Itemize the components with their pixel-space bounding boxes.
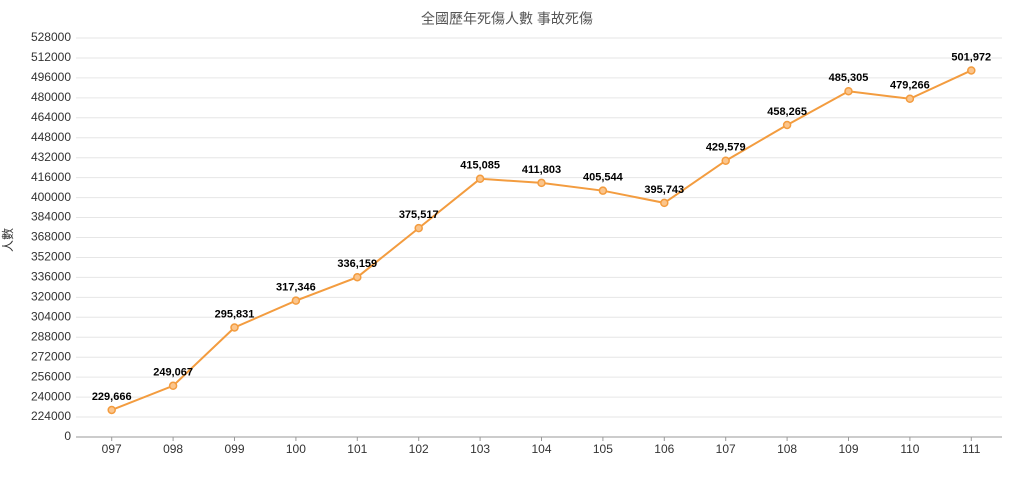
data-point bbox=[598, 186, 608, 195]
y-axis-label: 人數 bbox=[1, 228, 15, 252]
y-tick-label: 464000 bbox=[31, 110, 71, 124]
y-tick-label: 256000 bbox=[31, 369, 71, 383]
data-point bbox=[475, 174, 485, 184]
data-label: 501,972 bbox=[951, 51, 991, 63]
y-tick-label: 352000 bbox=[31, 250, 71, 264]
y-tick-label: 320000 bbox=[31, 290, 71, 304]
y-tick-label: 288000 bbox=[31, 329, 71, 343]
y-tick-label: 416000 bbox=[31, 170, 71, 184]
data-point bbox=[353, 272, 362, 282]
data-label: 485,305 bbox=[829, 72, 869, 84]
x-tick-label: 098 bbox=[163, 442, 183, 456]
data-point bbox=[291, 296, 301, 305]
data-point bbox=[414, 223, 423, 233]
data-label: 295,831 bbox=[215, 308, 255, 320]
data-point bbox=[967, 66, 976, 75]
y-tick-label: 512000 bbox=[31, 50, 71, 64]
data-point bbox=[168, 381, 178, 391]
y-tick-label: 0 bbox=[64, 429, 71, 443]
data-label: 405,544 bbox=[583, 172, 624, 184]
data-point bbox=[782, 120, 792, 130]
x-tick-label: 106 bbox=[654, 442, 674, 456]
y-tick-label: 224000 bbox=[31, 409, 71, 423]
y-tick-label: 400000 bbox=[31, 190, 71, 204]
data-label: 375,517 bbox=[399, 209, 439, 221]
data-label: 415,085 bbox=[460, 160, 500, 172]
x-tick-label: 111 bbox=[962, 442, 981, 456]
y-tick-label: 336000 bbox=[31, 270, 71, 284]
data-point bbox=[905, 94, 915, 104]
data-point bbox=[537, 178, 546, 188]
x-tick-label: 107 bbox=[716, 442, 736, 456]
data-label: 249,067 bbox=[153, 367, 193, 379]
x-tick-label: 109 bbox=[838, 442, 858, 456]
x-tick-label: 099 bbox=[224, 442, 244, 456]
x-tick-label: 110 bbox=[900, 442, 919, 456]
x-tick-label: 103 bbox=[470, 442, 490, 456]
chart-title: 全國歷年死傷人數 事故死傷 bbox=[421, 11, 593, 27]
x-tick-label: 104 bbox=[531, 442, 551, 456]
data-label: 336,159 bbox=[337, 258, 377, 270]
x-tick-label: 100 bbox=[286, 442, 306, 456]
data-point bbox=[660, 198, 669, 208]
y-tick-label: 528000 bbox=[31, 30, 71, 44]
data-point bbox=[230, 323, 239, 332]
data-label: 395,743 bbox=[644, 184, 684, 196]
y-tick-label: 240000 bbox=[31, 389, 71, 403]
data-label: 458,265 bbox=[767, 106, 807, 118]
y-tick-label: 432000 bbox=[31, 150, 71, 164]
y-tick-label: 480000 bbox=[31, 90, 71, 104]
x-tick-label: 101 bbox=[347, 442, 367, 456]
y-tick-label: 384000 bbox=[31, 210, 71, 224]
y-tick-label: 496000 bbox=[31, 70, 71, 84]
data-label: 317,346 bbox=[276, 282, 316, 294]
x-tick-label: 102 bbox=[409, 442, 429, 456]
x-tick-label: 105 bbox=[593, 442, 613, 456]
series-line bbox=[111, 69, 972, 411]
data-point bbox=[721, 156, 730, 165]
data-label: 229,666 bbox=[92, 391, 132, 403]
y-tick-label: 368000 bbox=[31, 230, 71, 244]
data-point bbox=[844, 86, 853, 96]
y-tick-label: 448000 bbox=[31, 130, 71, 144]
y-tick-label: 304000 bbox=[31, 309, 71, 323]
x-tick-label: 108 bbox=[777, 442, 797, 456]
data-label: 479,266 bbox=[890, 80, 930, 92]
data-label: 429,579 bbox=[706, 142, 746, 154]
data-label: 411,803 bbox=[522, 164, 561, 176]
data-point bbox=[107, 405, 116, 415]
x-tick-label: 097 bbox=[102, 442, 122, 456]
y-tick-label: 272000 bbox=[31, 349, 71, 363]
